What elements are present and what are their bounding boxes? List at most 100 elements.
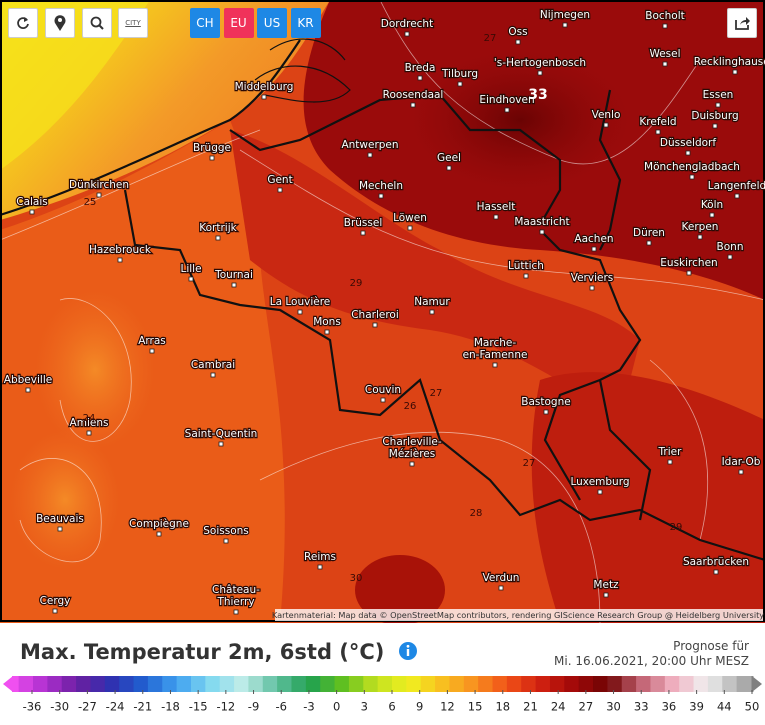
city-dot xyxy=(324,329,330,335)
scale-swatch xyxy=(320,676,336,692)
scale-swatch xyxy=(578,676,594,692)
scale-swatch xyxy=(176,676,192,692)
city-label: Verviers xyxy=(571,272,614,284)
scale-label: -18 xyxy=(161,700,180,714)
scale-label: -30 xyxy=(50,700,69,714)
city-label: Lüttich xyxy=(508,260,544,272)
isoline-label: 29 xyxy=(350,278,363,289)
city-dot xyxy=(417,75,423,81)
city-dot xyxy=(29,209,35,215)
city-dot xyxy=(709,212,715,218)
city-dot xyxy=(117,257,123,263)
scale-swatch xyxy=(420,676,436,692)
scale-swatch xyxy=(679,676,695,692)
city-label: Luxemburg xyxy=(570,476,629,488)
city-dot xyxy=(734,193,740,199)
city-label: La Louvière xyxy=(270,296,331,308)
scale-arrow-right xyxy=(752,676,762,692)
scale-swatch xyxy=(449,676,465,692)
scale-swatch xyxy=(392,676,407,692)
warm-blob xyxy=(10,430,120,570)
city-label: Maastricht xyxy=(514,216,569,228)
isoline-label: 26 xyxy=(404,401,417,412)
city-dot xyxy=(156,531,162,537)
city-label: Bocholt xyxy=(645,10,685,22)
scale-label: 3 xyxy=(361,700,368,714)
city-label: 's-Hertogenbosch xyxy=(494,57,586,69)
city-button[interactable]: CITY xyxy=(118,8,148,38)
scale-swatch xyxy=(277,676,292,692)
color-scale: -36 -30 -27 -24 -21 -18 -15 -12 -9 -6 -3 0 3 6 9 12 15 18… xyxy=(3,676,762,714)
scale-label: 18 xyxy=(495,700,510,714)
scale-swatch xyxy=(736,676,752,692)
city-dot xyxy=(188,276,194,282)
share-icon xyxy=(735,17,750,30)
city-dot xyxy=(380,397,386,403)
borders xyxy=(0,39,765,562)
info-icon[interactable] xyxy=(398,641,418,661)
region-button[interactable]: US xyxy=(257,8,287,38)
scale-swatch xyxy=(18,676,34,692)
city-dot xyxy=(360,230,366,236)
city-label: Düsseldorf xyxy=(660,137,716,149)
attribution-bg xyxy=(275,609,763,621)
city-dot xyxy=(597,489,603,495)
scale-label: -21 xyxy=(133,700,152,714)
scale-swatch xyxy=(521,676,537,692)
scale-swatch xyxy=(33,676,48,692)
scale-swatch xyxy=(190,676,206,692)
city-label: Namur xyxy=(414,296,450,308)
share-button[interactable] xyxy=(727,8,757,38)
region-button[interactable]: KR xyxy=(290,8,321,38)
scale-swatch xyxy=(162,676,178,692)
city-label: Arras xyxy=(138,335,166,347)
scale-swatch xyxy=(76,676,91,692)
city-label: Mézières xyxy=(389,448,435,460)
city-label: Oss xyxy=(508,26,527,38)
city-dot xyxy=(713,569,719,575)
region-button[interactable]: EU xyxy=(223,8,254,38)
city-dot xyxy=(662,23,668,29)
city-dot xyxy=(317,564,323,570)
scale-label: -15 xyxy=(189,700,208,714)
scale-label: -27 xyxy=(78,700,97,714)
city-label: Thierry xyxy=(216,596,254,608)
scale-swatch xyxy=(636,676,651,692)
city-dot xyxy=(25,387,31,393)
city-label: Lille xyxy=(180,263,201,275)
city-label: Mons xyxy=(313,316,341,328)
scale-swatch xyxy=(334,676,350,692)
isoline-label: 27 xyxy=(484,33,497,44)
city-label: Recklinghausen xyxy=(694,56,765,68)
estuary xyxy=(254,38,351,103)
isoline-label: 29 xyxy=(670,522,683,533)
city-dot xyxy=(715,102,721,108)
city-dot xyxy=(562,22,568,28)
scale-swatch xyxy=(621,676,637,692)
scale-swatch xyxy=(47,676,63,692)
scale-label: -24 xyxy=(106,700,125,714)
region-button[interactable]: CH xyxy=(190,8,220,38)
city-dot xyxy=(297,309,303,315)
scale-swatch xyxy=(607,676,623,692)
city-dot xyxy=(504,107,510,113)
scale-swatch xyxy=(664,676,680,692)
scale-swatch xyxy=(593,676,608,692)
city-label: Idar-Ob xyxy=(722,456,761,468)
scale-swatch xyxy=(363,676,379,692)
zoom-button[interactable] xyxy=(82,8,112,38)
city-dot xyxy=(686,270,692,276)
city-label: Brüssel xyxy=(344,217,383,229)
city-dot xyxy=(689,174,695,180)
location-button[interactable] xyxy=(45,8,75,38)
scale-label: -12 xyxy=(216,700,235,714)
refresh-button[interactable] xyxy=(8,8,38,38)
scale-swatch xyxy=(492,676,508,692)
city-dot xyxy=(539,229,545,235)
isoline-label: 27 xyxy=(430,388,443,399)
city-label: Soissons xyxy=(203,525,249,537)
location-icon xyxy=(54,15,66,31)
city-label: Kerpen xyxy=(682,221,719,233)
zoom-icon xyxy=(90,16,104,30)
